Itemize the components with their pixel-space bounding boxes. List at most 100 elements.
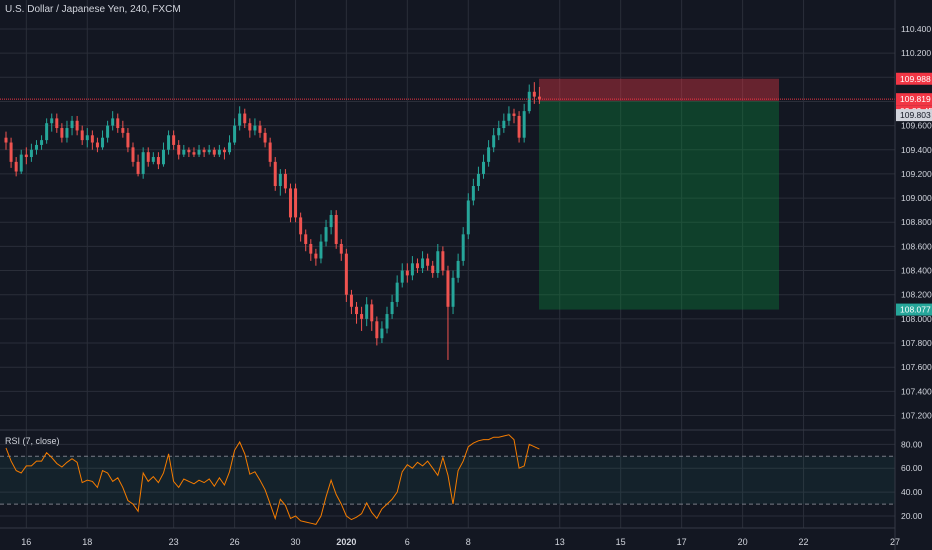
candle-body: [527, 91, 531, 112]
candle-body: [258, 125, 262, 133]
candle-body: [116, 118, 120, 129]
entry-price-badge: 109.803: [900, 110, 931, 120]
candle-body: [217, 149, 221, 155]
entry-price-badge-bg: [896, 109, 932, 122]
candle-body: [288, 188, 292, 218]
rsi-tick-label: 80.00: [901, 439, 923, 449]
last-price-badge-bg: [896, 93, 932, 106]
candle-body: [121, 128, 125, 133]
candle-body: [294, 188, 298, 218]
candle-body: [283, 173, 287, 189]
candle-body: [436, 251, 440, 273]
candle-body: [497, 128, 501, 136]
candle-body: [90, 135, 94, 143]
candle-body: [365, 304, 369, 319]
candle-body: [273, 161, 277, 187]
candle-body: [319, 241, 323, 259]
time-tick-label: 18: [82, 537, 92, 547]
time-tick-label: 13: [555, 537, 565, 547]
time-tick-label: 30: [291, 537, 301, 547]
candle-body: [141, 152, 145, 174]
candle-body: [415, 263, 419, 269]
candle-body: [339, 243, 343, 254]
price-tick-label: 108.200: [901, 290, 932, 300]
candle-body: [324, 227, 328, 242]
candle-body: [329, 215, 333, 228]
candle-body: [126, 132, 130, 148]
price-tick-label: 107.400: [901, 386, 932, 396]
candle-body: [360, 314, 364, 319]
candle-body: [492, 135, 496, 148]
candle-body: [187, 149, 191, 153]
time-tick-label: 2020: [336, 537, 356, 547]
candle-body: [309, 243, 313, 254]
time-tick-label: 20: [738, 537, 748, 547]
candle-body: [34, 144, 38, 150]
candle-body: [167, 135, 171, 150]
rsi-line: [5, 434, 540, 525]
candle-body: [45, 123, 49, 141]
candle-body: [233, 125, 237, 143]
candle-body: [161, 149, 165, 165]
candle-body: [29, 149, 33, 158]
candle-body: [151, 157, 155, 162]
rsi-label: RSI (7, close): [5, 436, 60, 446]
candle-body: [156, 157, 160, 165]
time-tick-label: 17: [677, 537, 687, 547]
candle-body: [426, 258, 430, 266]
price-tick-label: 109.200: [901, 169, 932, 179]
candle-body: [192, 152, 196, 155]
candle-body: [197, 149, 201, 155]
candle-body: [390, 301, 394, 315]
candle-body: [228, 142, 232, 153]
candle-body: [70, 120, 74, 129]
candle-body: [207, 149, 211, 153]
take-profit-zone: [539, 101, 779, 310]
candle-body: [476, 173, 480, 187]
time-tick-label: 26: [230, 537, 240, 547]
candle-body: [375, 321, 379, 339]
price-tick-label: 107.800: [901, 338, 932, 348]
candle-body: [537, 96, 541, 100]
price-tick-label: 107.600: [901, 362, 932, 372]
candle-body: [299, 217, 303, 235]
candle-body: [451, 277, 455, 307]
rsi-pane: [0, 434, 895, 525]
rsi-tick-label: 40.00: [901, 487, 923, 497]
candle-body: [19, 154, 23, 172]
price-tick-label: 109.400: [901, 145, 932, 155]
time-tick-label: 6: [405, 537, 410, 547]
rsi-tick-label: 60.00: [901, 463, 923, 473]
candle-body: [370, 304, 374, 322]
candle-body: [80, 130, 84, 141]
candle-body: [65, 128, 69, 138]
candle-body: [421, 258, 425, 269]
candle-body: [131, 147, 135, 162]
candle-body: [441, 251, 445, 271]
candle-body: [380, 328, 384, 339]
candle-body: [75, 120, 79, 131]
price-tick-label: 109.600: [901, 121, 932, 131]
candle-body: [4, 137, 8, 143]
candle-body: [461, 234, 465, 261]
short-position-tool[interactable]: [539, 78, 779, 310]
candle-body: [355, 306, 359, 315]
last-price-badge: 109.819: [900, 94, 931, 104]
candle-body: [385, 314, 389, 329]
time-tick-label: 15: [616, 537, 626, 547]
candle-body: [243, 113, 247, 124]
candlestick-series: [4, 82, 541, 360]
candle-body: [471, 186, 475, 201]
price-tick-label: 109.000: [901, 193, 932, 203]
price-tick-label: 108.600: [901, 241, 932, 251]
candle-body: [101, 137, 105, 148]
candle-body: [238, 113, 242, 126]
candle-body: [314, 253, 318, 259]
time-tick-label: 23: [169, 537, 179, 547]
candle-body: [146, 152, 150, 162]
candle-body: [446, 270, 450, 307]
candle-body: [410, 263, 414, 276]
candle-body: [55, 118, 59, 129]
